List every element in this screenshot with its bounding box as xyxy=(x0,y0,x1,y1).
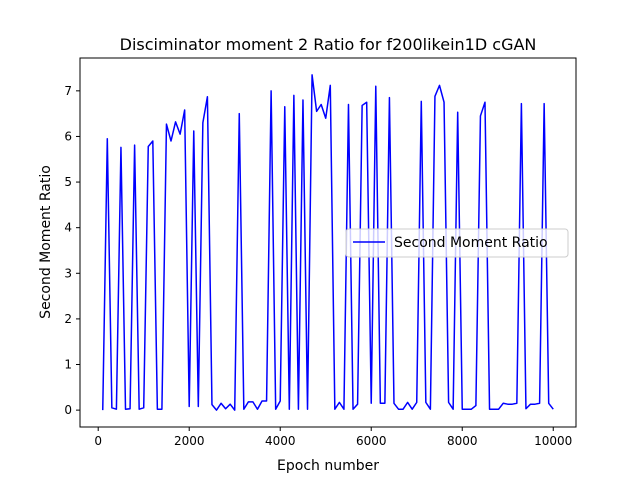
x-axis: 0 2000 4000 6000 8000 10000 xyxy=(94,427,572,448)
x-tick-label: 6000 xyxy=(356,434,387,448)
x-axis-label: Epoch number xyxy=(277,458,379,474)
y-tick-label: 4 xyxy=(64,221,72,235)
x-tick-label: 2000 xyxy=(174,434,205,448)
x-tick-label: 10000 xyxy=(534,434,572,448)
plot-area xyxy=(102,74,554,411)
y-tick-label: 7 xyxy=(64,84,72,98)
y-tick-label: 3 xyxy=(64,266,72,280)
plot-frame xyxy=(79,57,577,428)
y-tick-label: 2 xyxy=(64,312,72,326)
y-tick-label: 5 xyxy=(64,175,72,189)
y-tick-label: 1 xyxy=(64,358,72,372)
y-tick-label: 0 xyxy=(64,403,72,417)
x-tick-label: 0 xyxy=(94,434,102,448)
legend: Second Moment Ratio xyxy=(345,228,569,258)
y-axis: 0 1 2 3 4 5 6 7 xyxy=(64,84,80,417)
y-tick-label: 6 xyxy=(64,129,72,143)
legend-box xyxy=(345,228,569,258)
chart-title: Disciminator moment 2 Ratio for f200like… xyxy=(120,35,537,54)
legend-label: Second Moment Ratio xyxy=(394,235,548,251)
x-tick-label: 4000 xyxy=(265,434,296,448)
y-axis-label: Second Moment Ratio xyxy=(38,165,54,319)
x-tick-label: 8000 xyxy=(447,434,478,448)
series-line-0 xyxy=(102,74,554,411)
